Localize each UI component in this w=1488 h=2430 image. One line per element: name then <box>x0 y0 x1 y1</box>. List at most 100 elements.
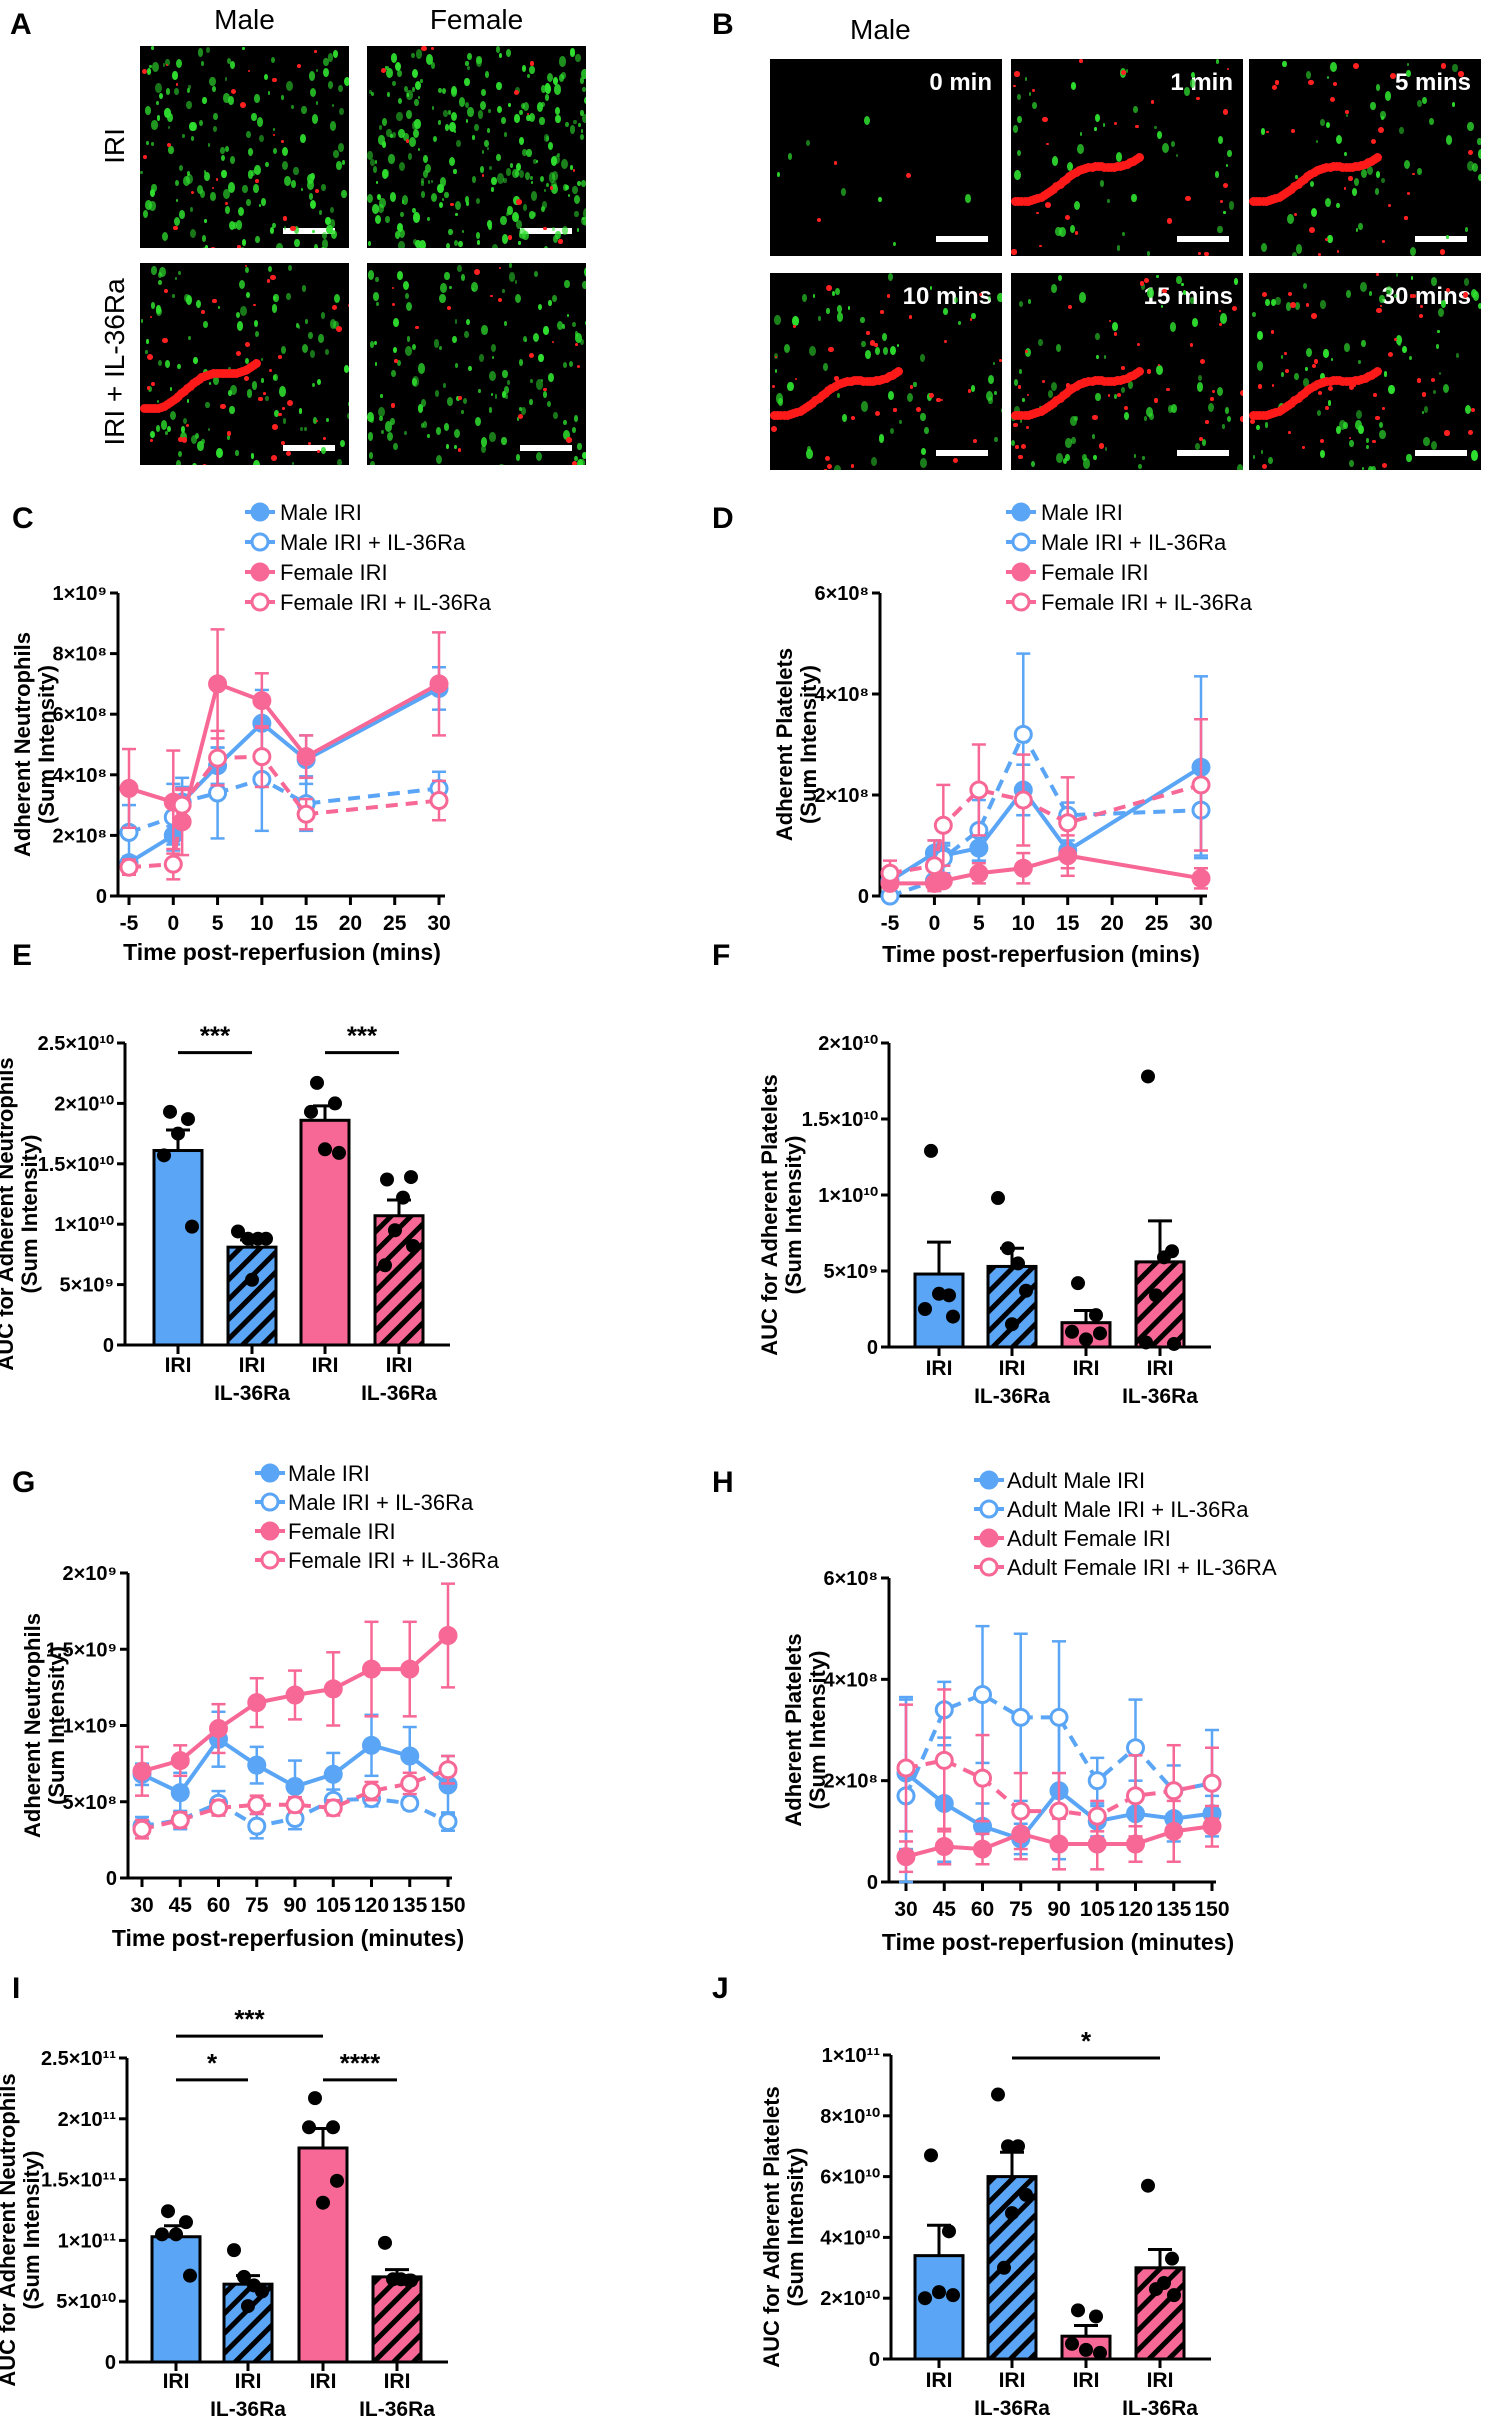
individual-point <box>1167 2288 1181 2303</box>
neutrophil-dot <box>479 165 485 173</box>
platelet-dot <box>175 83 179 86</box>
platelet-dot <box>244 264 248 268</box>
neutrophil-dot <box>165 59 170 67</box>
neutrophil-dot <box>1408 356 1412 361</box>
x-tick-label: 10 <box>1012 912 1035 935</box>
timepoint-label: 0 min <box>929 69 992 96</box>
y-tick-label: 1×10¹⁰ <box>818 1185 878 1207</box>
neutrophil-dot <box>1326 122 1330 129</box>
data-point <box>170 1751 190 1771</box>
platelet-dot <box>1135 124 1139 129</box>
data-point <box>247 1755 267 1775</box>
neutrophil-dot <box>1432 389 1436 395</box>
neutrophil-dot <box>1455 352 1460 358</box>
neutrophil-dot <box>1327 399 1332 406</box>
platelet-dot <box>390 403 396 409</box>
neutrophil-dot <box>282 160 289 170</box>
neutrophil-dot <box>562 419 567 426</box>
neutrophil-dot <box>573 414 579 422</box>
platelet-dot <box>1012 84 1016 88</box>
neutrophil-dot <box>539 117 545 125</box>
neutrophil-dot <box>1359 281 1367 293</box>
neutrophil-dot <box>347 412 349 420</box>
neutrophil-dot <box>406 110 413 120</box>
bar <box>297 2146 349 2364</box>
neutrophil-dot <box>430 179 434 184</box>
panel-letter-i: I <box>12 1972 20 2005</box>
platelet-dot <box>978 293 982 297</box>
platelet-dot <box>1123 405 1128 410</box>
scale-bar <box>1415 450 1467 456</box>
platelet-dot <box>928 393 934 398</box>
neutrophil-dot <box>391 370 396 378</box>
category-label: IRI <box>235 2370 262 2393</box>
bar-group: IRI <box>1060 2303 1112 2392</box>
neutrophil-dot <box>145 199 153 211</box>
platelet-dot <box>1189 343 1194 347</box>
neutrophil-dot <box>217 305 221 310</box>
neutrophil-dot <box>332 50 338 58</box>
platelet-dot <box>816 218 822 223</box>
neutrophil-dot <box>441 197 444 201</box>
platelet-dot <box>1199 358 1206 365</box>
y-axis-title: (Sum Intensity) <box>34 665 59 824</box>
neutrophil-dot <box>509 162 514 168</box>
platelet-dot <box>1329 97 1335 103</box>
neutrophil-dot <box>1366 438 1370 443</box>
neutrophil-dot <box>1325 198 1332 208</box>
neutrophil-dot <box>1116 152 1123 162</box>
platelet-dot <box>1026 425 1030 429</box>
significance-label: *** <box>234 2004 265 2034</box>
platelet-dot <box>874 411 880 417</box>
neutrophil-dot <box>398 240 405 248</box>
neutrophil-dot <box>439 294 446 304</box>
legend-label: Female IRI <box>288 1519 396 1544</box>
neutrophil-dot <box>1463 277 1469 286</box>
neutrophil-dot <box>444 271 450 280</box>
neutrophil-dot <box>1104 447 1108 451</box>
neutrophil-dot <box>1055 226 1062 237</box>
platelet-dot <box>1266 130 1269 133</box>
neutrophil-dot <box>281 346 287 354</box>
neutrophil-dot <box>1295 175 1298 179</box>
neutrophil-dot <box>172 293 175 298</box>
data-point <box>172 795 192 815</box>
neutrophil-dot <box>1378 294 1385 304</box>
neutrophil-dot <box>212 126 217 133</box>
platelet-dot <box>457 448 462 452</box>
neutrophil-dot <box>173 88 179 96</box>
platelet-dot <box>1421 391 1427 397</box>
platelet-dot <box>142 69 148 75</box>
y-tick-label: 2×10¹¹ <box>58 2109 117 2131</box>
legend-label: Adult Female IRI + IL-36RA <box>1007 1555 1277 1580</box>
neutrophil-dot <box>447 396 454 406</box>
neutrophil-dot <box>1252 454 1256 459</box>
neutrophil-dot <box>165 430 169 436</box>
platelet-dot <box>173 225 179 231</box>
neutrophil-dot <box>1028 92 1031 96</box>
neutrophil-dot <box>1064 453 1070 461</box>
neutrophil-dot <box>826 308 830 314</box>
platelet-dot <box>1198 436 1203 441</box>
x-tick-label: 75 <box>245 1894 269 1917</box>
neutrophil-dot <box>776 172 781 178</box>
neutrophil-dot <box>567 193 571 198</box>
data-point <box>934 1837 954 1857</box>
platelet-dot <box>572 169 576 172</box>
platelet-dot <box>211 186 215 190</box>
neutrophil-dot <box>899 419 902 424</box>
neutrophil-dot <box>325 417 329 422</box>
x-tick-label: 15 <box>1056 912 1080 935</box>
neutrophil-dot <box>556 321 563 331</box>
data-point <box>1049 1801 1069 1821</box>
neutrophil-dot <box>156 101 160 106</box>
neutrophil-dot <box>1395 273 1399 278</box>
neutrophil-dot <box>1343 421 1348 429</box>
y-tick-label: 0 <box>96 886 107 908</box>
platelet-dot <box>576 364 581 368</box>
neutrophil-dot <box>258 203 261 208</box>
legend-marker <box>1011 502 1031 522</box>
neutrophil-dot <box>1096 354 1100 360</box>
